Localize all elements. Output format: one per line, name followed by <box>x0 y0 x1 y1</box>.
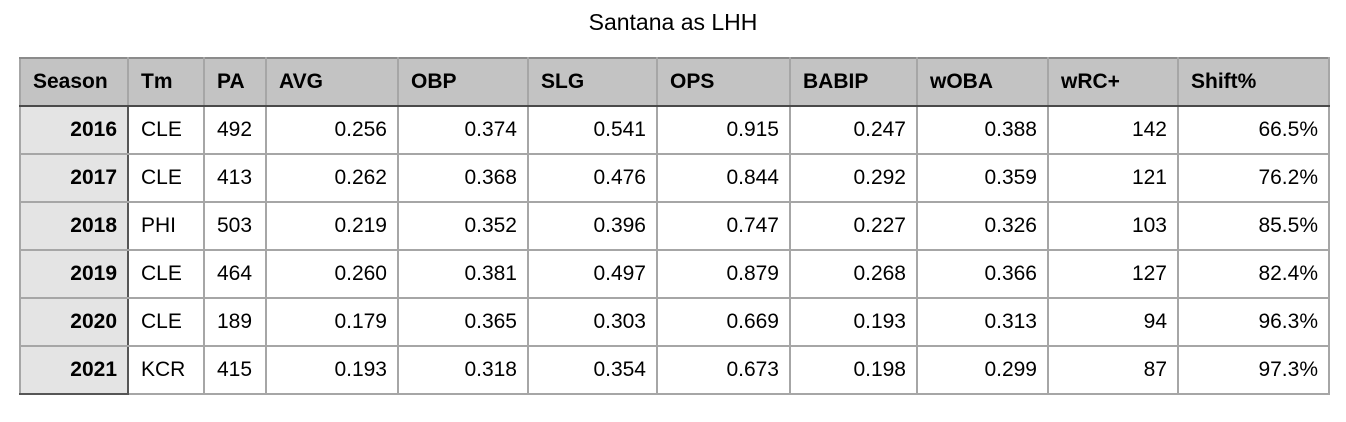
cell-shift: 96.3% <box>1177 297 1330 347</box>
cell-slg: 0.541 <box>527 105 658 155</box>
table-row: 2018 PHI 503 0.219 0.352 0.396 0.747 0.227 0.326… <box>19 201 1330 251</box>
column-header-babip: BABIP <box>789 57 918 107</box>
cell-pa: 413 <box>203 153 267 203</box>
cell-season: 2021 <box>19 345 129 395</box>
cell-ops: 0.747 <box>656 201 791 251</box>
cell-avg: 0.262 <box>265 153 399 203</box>
cell-woba: 0.313 <box>916 297 1049 347</box>
cell-shift: 97.3% <box>1177 345 1330 395</box>
cell-slg: 0.303 <box>527 297 658 347</box>
table-row: 2020 CLE 189 0.179 0.365 0.303 0.669 0.193 0.313… <box>19 297 1330 347</box>
cell-wrc: 87 <box>1047 345 1179 395</box>
cell-obp: 0.365 <box>397 297 529 347</box>
cell-obp: 0.318 <box>397 345 529 395</box>
table-body: 2016 CLE 492 0.256 0.374 0.541 0.915 0.247 0.388… <box>19 105 1330 395</box>
stats-table: Season Tm PA AVG OBP SLG OPS BABIP wOBA wRC+ Shift… <box>19 57 1330 395</box>
cell-ops: 0.673 <box>656 345 791 395</box>
cell-woba: 0.366 <box>916 249 1049 299</box>
cell-pa: 415 <box>203 345 267 395</box>
cell-babip: 0.268 <box>789 249 918 299</box>
cell-wrc: 127 <box>1047 249 1179 299</box>
cell-ops: 0.879 <box>656 249 791 299</box>
cell-tm: CLE <box>127 105 205 155</box>
column-header-avg: AVG <box>265 57 399 107</box>
cell-ops: 0.915 <box>656 105 791 155</box>
cell-babip: 0.198 <box>789 345 918 395</box>
cell-obp: 0.381 <box>397 249 529 299</box>
table-row: 2017 CLE 413 0.262 0.368 0.476 0.844 0.292 0.359… <box>19 153 1330 203</box>
cell-pa: 492 <box>203 105 267 155</box>
cell-shift: 76.2% <box>1177 153 1330 203</box>
cell-wrc: 142 <box>1047 105 1179 155</box>
column-header-shift: Shift% <box>1177 57 1330 107</box>
cell-woba: 0.326 <box>916 201 1049 251</box>
cell-slg: 0.497 <box>527 249 658 299</box>
table-row: 2019 CLE 464 0.260 0.381 0.497 0.879 0.268 0.366… <box>19 249 1330 299</box>
cell-obp: 0.374 <box>397 105 529 155</box>
column-header-slg: SLG <box>527 57 658 107</box>
cell-avg: 0.193 <box>265 345 399 395</box>
cell-tm: CLE <box>127 249 205 299</box>
cell-woba: 0.299 <box>916 345 1049 395</box>
cell-season: 2016 <box>19 105 129 155</box>
cell-pa: 503 <box>203 201 267 251</box>
column-header-wrc: wRC+ <box>1047 57 1179 107</box>
cell-obp: 0.352 <box>397 201 529 251</box>
cell-pa: 464 <box>203 249 267 299</box>
cell-wrc: 103 <box>1047 201 1179 251</box>
cell-slg: 0.476 <box>527 153 658 203</box>
cell-babip: 0.193 <box>789 297 918 347</box>
page-title: Santana as LHH <box>588 9 758 35</box>
cell-avg: 0.260 <box>265 249 399 299</box>
column-header-season: Season <box>19 57 129 107</box>
cell-tm: PHI <box>127 201 205 251</box>
cell-ops: 0.669 <box>656 297 791 347</box>
cell-shift: 66.5% <box>1177 105 1330 155</box>
cell-obp: 0.368 <box>397 153 529 203</box>
cell-wrc: 94 <box>1047 297 1179 347</box>
cell-tm: CLE <box>127 153 205 203</box>
cell-tm: KCR <box>127 345 205 395</box>
cell-woba: 0.359 <box>916 153 1049 203</box>
cell-pa: 189 <box>203 297 267 347</box>
column-header-ops: OPS <box>656 57 791 107</box>
cell-season: 2019 <box>19 249 129 299</box>
header-row: Season Tm PA AVG OBP SLG OPS BABIP wOBA wRC+ Shift… <box>19 57 1330 107</box>
cell-season: 2017 <box>19 153 129 203</box>
cell-avg: 0.256 <box>265 105 399 155</box>
cell-season: 2020 <box>19 297 129 347</box>
cell-avg: 0.179 <box>265 297 399 347</box>
cell-shift: 85.5% <box>1177 201 1330 251</box>
column-header-tm: Tm <box>127 57 205 107</box>
cell-babip: 0.292 <box>789 153 918 203</box>
cell-tm: CLE <box>127 297 205 347</box>
cell-ops: 0.844 <box>656 153 791 203</box>
cell-avg: 0.219 <box>265 201 399 251</box>
cell-babip: 0.247 <box>789 105 918 155</box>
cell-babip: 0.227 <box>789 201 918 251</box>
column-header-woba: wOBA <box>916 57 1049 107</box>
cell-season: 2018 <box>19 201 129 251</box>
table-row: 2021 KCR 415 0.193 0.318 0.354 0.673 0.198 0.299… <box>19 345 1330 395</box>
cell-slg: 0.354 <box>527 345 658 395</box>
cell-shift: 82.4% <box>1177 249 1330 299</box>
table-row: 2016 CLE 492 0.256 0.374 0.541 0.915 0.247 0.388… <box>19 105 1330 155</box>
cell-wrc: 121 <box>1047 153 1179 203</box>
cell-slg: 0.396 <box>527 201 658 251</box>
column-header-obp: OBP <box>397 57 529 107</box>
cell-woba: 0.388 <box>916 105 1049 155</box>
column-header-pa: PA <box>203 57 267 107</box>
